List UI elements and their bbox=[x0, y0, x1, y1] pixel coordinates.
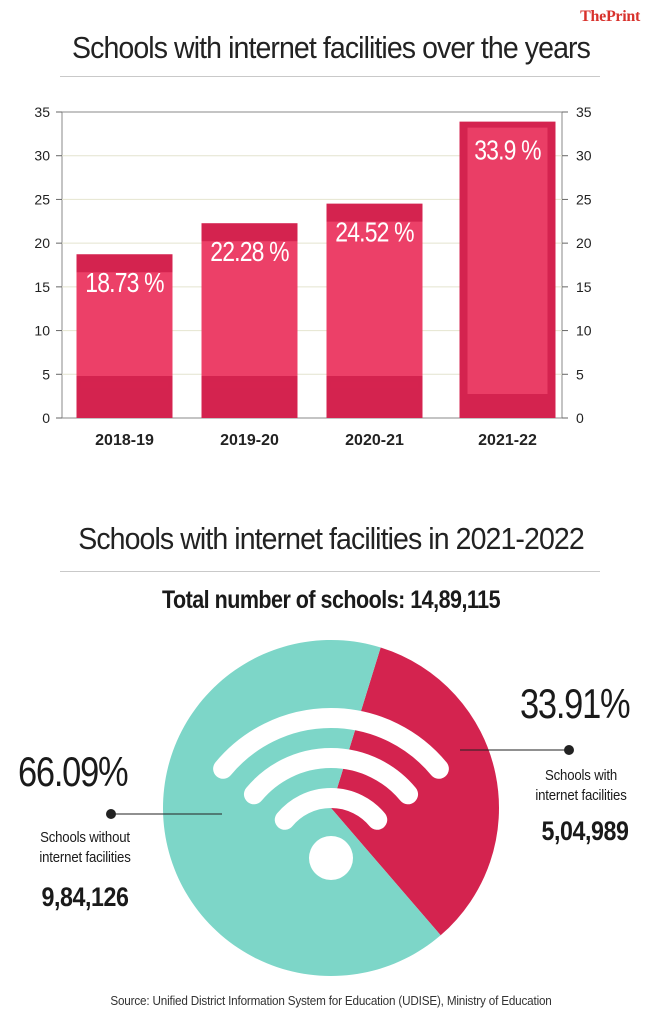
bar-value-label: 18.73 % bbox=[85, 268, 164, 299]
slice-with-count: 5,04,989 bbox=[541, 816, 629, 846]
wifi-arc bbox=[243, 748, 419, 805]
leader-dot-without bbox=[106, 809, 116, 819]
y-tick-label-right: 15 bbox=[576, 279, 592, 295]
x-tick-label: 2021-22 bbox=[478, 432, 537, 449]
y-tick-label-right: 20 bbox=[576, 235, 592, 251]
y-tick-label-right: 35 bbox=[576, 104, 592, 120]
bar-highlight bbox=[326, 221, 423, 376]
bar-value-label: 24.52 % bbox=[335, 218, 414, 249]
wifi-dot bbox=[309, 836, 353, 880]
y-tick-label-right: 25 bbox=[576, 191, 592, 207]
bar-highlight bbox=[467, 127, 548, 395]
y-tick-label-right: 10 bbox=[576, 323, 592, 339]
bar-highlight bbox=[76, 272, 173, 376]
pie-chart-subtitle: Total number of schools: 14,89,115 bbox=[161, 586, 501, 614]
bar-chart-title: Schools with internet facilities over th… bbox=[72, 30, 591, 65]
y-tick-label-left: 20 bbox=[34, 235, 50, 251]
bar-group bbox=[459, 121, 556, 419]
bar-group bbox=[76, 254, 173, 418]
bar-keyboard bbox=[330, 382, 419, 388]
wifi-arc bbox=[213, 708, 449, 779]
wifi-icon bbox=[213, 708, 449, 880]
y-tick-label-left: 0 bbox=[42, 410, 50, 426]
title-divider bbox=[60, 571, 600, 572]
bar-group bbox=[326, 203, 423, 418]
title-divider bbox=[60, 76, 600, 77]
pie-chart-title: Schools with internet facilities in 2021… bbox=[78, 521, 584, 556]
bar-value-label: 22.28 % bbox=[210, 237, 289, 268]
slice-without-label: Schools without internet facilities bbox=[39, 829, 131, 866]
y-tick-label-left: 25 bbox=[34, 191, 50, 207]
y-tick-label-right: 0 bbox=[576, 410, 584, 426]
leader-dot-with bbox=[564, 745, 574, 755]
y-tick-label-right: 30 bbox=[576, 148, 592, 164]
y-tick-label-left: 35 bbox=[34, 104, 50, 120]
brand-the: The bbox=[580, 8, 606, 25]
y-tick-label-left: 15 bbox=[34, 279, 50, 295]
bar-keyboard bbox=[205, 382, 294, 388]
brand-print: Print bbox=[605, 8, 640, 25]
source-note: Source: Unified District Information Sys… bbox=[110, 993, 552, 1008]
y-tick-label-left: 30 bbox=[34, 148, 50, 164]
x-tick-label: 2019-20 bbox=[220, 432, 279, 449]
bar-highlight bbox=[201, 241, 298, 376]
slice-without-percent: 66.09% bbox=[18, 748, 129, 795]
brand-logo: ThePrint bbox=[580, 8, 640, 26]
wifi-arc bbox=[274, 788, 388, 830]
slice-without-count: 9,84,126 bbox=[41, 882, 129, 912]
slice-with-label: Schools with internet facilities bbox=[535, 767, 627, 804]
bar-chart: 0 0 5 5 10 10 15 15 20 20 25 25 30 30 35 35 18.73 % 2018-… bbox=[34, 104, 592, 449]
slice-with-percent: 33.91% bbox=[520, 680, 631, 727]
plot-frame bbox=[61, 111, 563, 419]
y-tick-label-right: 5 bbox=[576, 366, 584, 382]
x-tick-label: 2020-21 bbox=[345, 432, 404, 449]
x-tick-label: 2018-19 bbox=[95, 432, 154, 449]
y-tick-label-left: 10 bbox=[34, 323, 50, 339]
bar-group bbox=[201, 223, 298, 418]
bar-keyboard bbox=[80, 382, 169, 388]
y-tick-label-left: 5 bbox=[42, 366, 50, 382]
bar-value-label: 33.9 % bbox=[474, 136, 541, 167]
